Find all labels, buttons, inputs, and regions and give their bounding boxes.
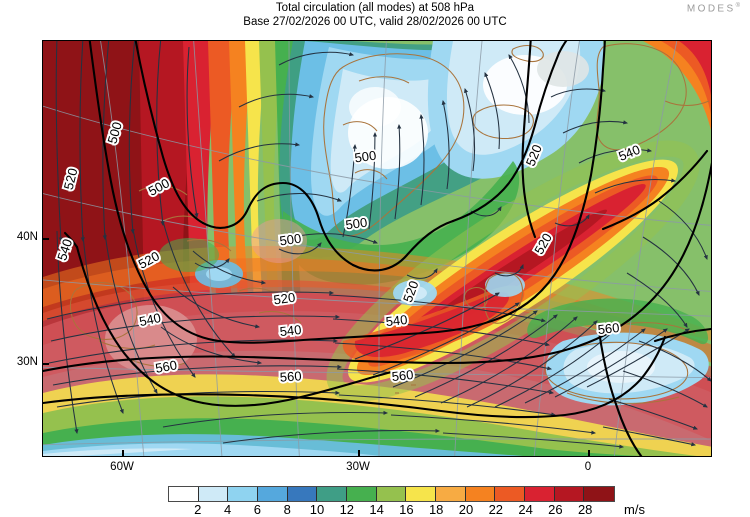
colorbar-cell-10: [465, 487, 496, 501]
x-tick-mark-60w: [122, 450, 124, 457]
colorbar-cell-14: [584, 487, 614, 501]
svg-text:500: 500: [354, 148, 378, 166]
svg-text:540: 540: [279, 322, 302, 339]
colorbar-tick-20: 20: [458, 502, 474, 517]
y-tick-mark-40n: [42, 238, 49, 240]
colorbar-tick-10: 10: [309, 502, 325, 517]
svg-text:500: 500: [345, 215, 369, 233]
colorbar-cell-7: [376, 487, 407, 501]
svg-text:540: 540: [385, 312, 408, 329]
svg-text:500: 500: [279, 231, 303, 249]
svg-text:520: 520: [273, 290, 297, 308]
svg-text:560: 560: [279, 368, 302, 384]
colorbar-cell-6: [346, 487, 377, 501]
x-tick-mark-0: [588, 450, 590, 457]
svg-text:560: 560: [391, 367, 414, 384]
svg-text:540: 540: [54, 237, 75, 262]
watermark-text: MODES: [686, 3, 736, 15]
colorbar-tick-26: 26: [548, 502, 563, 517]
colorbar-tick-22: 22: [488, 502, 504, 517]
colorbar-tick-28: 28: [577, 502, 593, 517]
colorbar-tick-4: 4: [223, 502, 232, 517]
svg-text:500: 500: [279, 231, 303, 249]
colorbar-tick-14: 14: [369, 502, 384, 517]
svg-text:560: 560: [597, 320, 620, 337]
colorbar-cell-3: [257, 487, 288, 501]
colorbar-cell-13: [554, 487, 585, 501]
colorbar-unit-label: m/s: [624, 502, 645, 517]
colorbar-cell-9: [435, 487, 466, 501]
colorbar-cell-8: [406, 487, 436, 501]
chart-title-block: Total circulation (all modes) at 508 hPa…: [0, 1, 750, 29]
colorbar-cell-11: [495, 487, 525, 501]
svg-text:500: 500: [345, 215, 369, 233]
colorbar-cell-5: [317, 487, 347, 501]
svg-text:560: 560: [279, 368, 302, 384]
y-tick-label-30n: 30N: [16, 356, 38, 368]
wind-streamlines: [46, 41, 711, 449]
page-title: Total circulation (all modes) at 508 hPa: [275, 2, 475, 14]
y-tick-mark-30n: [42, 363, 49, 365]
colorbar-cell-12: [524, 487, 555, 501]
colorbar-tick-12: 12: [339, 502, 355, 517]
svg-text:540: 540: [385, 312, 408, 329]
colorbar[interactable]: [168, 486, 615, 502]
x-tick-label-30w: 30W: [346, 461, 370, 473]
x-tick-label-0: 0: [584, 461, 592, 473]
y-tick-label-40n: 40N: [16, 231, 38, 243]
svg-text:520: 520: [273, 290, 297, 308]
colorbar-tick-18: 18: [428, 502, 444, 517]
colorbar-tick-24: 24: [518, 502, 533, 517]
colorbar-cell-0: [169, 487, 199, 501]
svg-text:500: 500: [104, 120, 124, 145]
svg-text:520: 520: [61, 167, 81, 192]
colorbar-cell-1: [198, 487, 229, 501]
watermark-mark: ®: [735, 3, 740, 9]
map-canvas: 500 500 500 500 500 520 520 520 520 520 …: [43, 41, 711, 456]
geopotential-contours: [43, 41, 711, 456]
svg-text:560: 560: [154, 357, 178, 376]
map-plot-area[interactable]: 500 500 500 500 500 520 520 520 520 520 …: [42, 40, 712, 457]
svg-text:560: 560: [154, 357, 178, 376]
x-tick-label-60w: 60W: [110, 461, 134, 473]
modes-watermark: MODES®: [687, 3, 740, 14]
colorbar-tick-16: 16: [399, 502, 414, 517]
colorbar-tick-8: 8: [283, 502, 291, 517]
colorbar-tick-2: 2: [194, 502, 202, 517]
svg-text:540: 540: [279, 322, 302, 339]
svg-text:520: 520: [400, 279, 422, 305]
chart-subtitle: Base 27/02/2026 00 UTC, valid 28/02/2026…: [243, 16, 507, 28]
x-tick-mark-30w: [358, 450, 360, 457]
colorbar-cell-2: [228, 487, 258, 501]
shaded-wind-speed-field: [43, 41, 711, 456]
svg-text:500: 500: [354, 148, 378, 166]
svg-text:540: 540: [138, 310, 162, 329]
svg-text:540: 540: [138, 310, 162, 329]
colorbar-cell-4: [287, 487, 318, 501]
svg-text:560: 560: [391, 367, 414, 384]
colorbar-tick-6: 6: [253, 502, 261, 517]
svg-text:560: 560: [597, 320, 620, 337]
